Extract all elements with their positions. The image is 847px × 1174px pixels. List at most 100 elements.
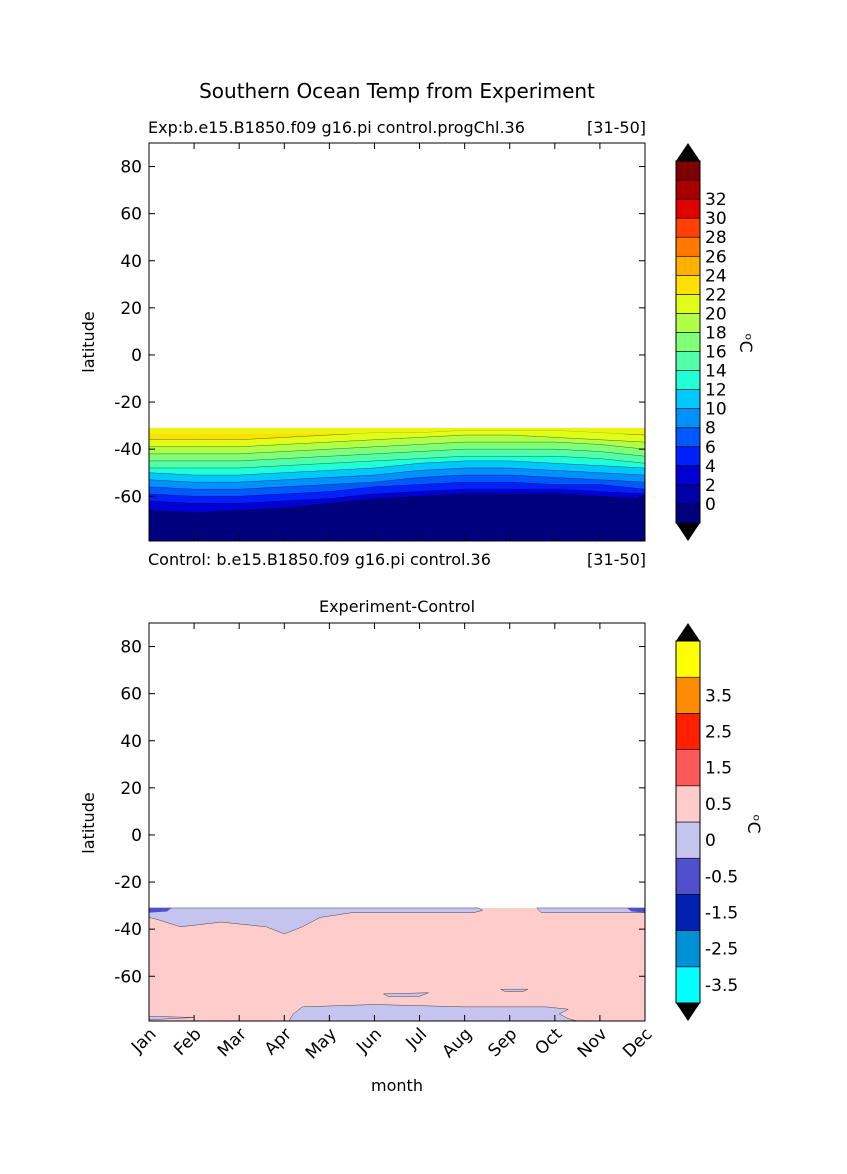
ytick-label: 20 [120, 779, 142, 799]
ytick-label: 0 [131, 346, 142, 366]
colorbar-swatch [675, 894, 701, 931]
colorbar-swatch [675, 503, 701, 524]
colorbar-swatch [675, 930, 701, 968]
ytick-label: -60 [114, 487, 142, 507]
xtick-label: Jul [402, 1024, 431, 1053]
contour-line [149, 474, 645, 490]
colorbar-swatch [675, 179, 701, 200]
colorbar-swatch [675, 446, 701, 467]
colorbar-swatch [675, 465, 701, 486]
contour-line [149, 456, 645, 469]
colorbar-swatch [675, 255, 701, 276]
xtick-label: Dec [619, 1024, 656, 1061]
ytick-label: -40 [114, 440, 142, 460]
panel2-title: Experiment-Control [319, 597, 475, 616]
contour-line [149, 434, 645, 447]
anomaly-region-strong [626, 907, 645, 913]
contour-line [149, 441, 645, 455]
colorbar-swatch [675, 236, 701, 257]
colorbar-swatch [675, 370, 701, 390]
xtick-label: Feb [170, 1024, 205, 1059]
colorbar-extend-top [676, 623, 700, 641]
colorbar-tick-label: 28 [705, 228, 727, 248]
panel1-footer-left: Control: b.e15.B1850.f09 g16.pi control.… [148, 550, 491, 569]
xtick-label: May [302, 1024, 341, 1063]
panel1-subtitle-left: Exp:b.e15.B1850.f09 g16.pi control.progC… [148, 118, 525, 137]
colorbar-tick-label: 16 [705, 343, 727, 363]
ytick-label: -60 [114, 967, 142, 987]
contour-line [149, 467, 645, 483]
xtick-label: Mar [214, 1024, 251, 1061]
colorbar-tick-label: 6 [705, 438, 716, 458]
ytick-label: 40 [120, 252, 142, 272]
colorbar-extend-bottom [676, 523, 700, 541]
panel1-subtitle-right: [31-50] [587, 118, 646, 137]
colorbar-tick-label: 2.5 [705, 723, 732, 743]
panel1-ylabel: latitude [79, 311, 98, 372]
colorbar-extend-top [676, 143, 700, 161]
colorbar-swatch [675, 217, 701, 238]
panel1-frame [148, 142, 646, 542]
colorbar-tick-label: 10 [705, 400, 727, 420]
colorbar-swatch [675, 313, 701, 333]
panel1-axes: 80 60 40 20 0 -20 -40 -60 [114, 143, 646, 541]
contour-line [149, 481, 645, 497]
ytick-label: -20 [114, 873, 142, 893]
colorbar-tick-label: -0.5 [705, 867, 738, 887]
colorbar-tick-label: 22 [705, 285, 727, 305]
colorbar-tick-label: 0.5 [705, 795, 732, 815]
colorbar-tick-label: -3.5 [705, 976, 738, 996]
colorbar-tick-label: 30 [705, 209, 727, 229]
panel2-ylabel: latitude [79, 792, 98, 853]
anomaly-region [149, 1016, 195, 1021]
colorbar-tick-label: 1.5 [705, 759, 732, 779]
panel2-xlabel: month [371, 1076, 423, 1095]
panel2-colorbar-label: ᵒC [743, 815, 763, 834]
colorbar-swatch [675, 821, 701, 859]
colorbar-tick-label: 32 [705, 190, 727, 210]
anomaly-region-strong [149, 907, 172, 913]
ytick-label: 40 [120, 732, 142, 752]
colorbar-tick-label: 26 [705, 247, 727, 267]
contour-line [149, 448, 645, 462]
contour-line [149, 493, 645, 513]
xtick-label: Oct [531, 1024, 566, 1059]
xtick-label: Apr [261, 1024, 296, 1059]
anomaly-region [149, 907, 484, 935]
panel2-colorbar: -3.5 -2.5 -1.5 -0.5 0 0.5 1.5 2.5 3.5 [675, 623, 738, 1021]
colorbar-swatch [675, 785, 701, 823]
colorbar-tick-label: -1.5 [705, 904, 738, 924]
panel2-frame [148, 622, 646, 1022]
xtick-label: Jun [352, 1024, 386, 1058]
colorbar-tick-label: 14 [705, 362, 727, 382]
xtick-label: Nov [574, 1024, 612, 1062]
panel2-plot-area [149, 907, 645, 1021]
panel1-plot-area [149, 427, 645, 541]
xtick-label: Aug [439, 1024, 477, 1062]
anomaly-region [536, 907, 645, 913]
panel1-colorbar-label: ᵒC [735, 334, 755, 353]
colorbar-extend-bottom [676, 1003, 700, 1021]
colorbar-tick-label: 24 [705, 266, 727, 286]
panel1-footer-right: [31-50] [587, 550, 646, 569]
ytick-label: -20 [114, 393, 142, 413]
colorbar-tick-label: -2.5 [705, 940, 738, 960]
colorbar-tick-label: 3.5 [705, 686, 732, 706]
contour-band-top [149, 427, 645, 434]
colorbar-swatch [675, 640, 701, 678]
contour-line [149, 488, 645, 504]
colorbar-tick-label: 8 [705, 419, 716, 439]
ytick-label: 80 [120, 638, 142, 658]
colorbar-tick-label: 18 [705, 323, 727, 343]
colorbar-swatch [675, 427, 701, 448]
colorbar-swatch [675, 351, 701, 371]
xtick-label: Jan [127, 1024, 160, 1057]
colorbar-swatch [675, 160, 701, 181]
anomaly-region [500, 988, 528, 992]
colorbar-swatch [675, 275, 701, 295]
colorbar-swatch [675, 408, 701, 429]
colorbar-frame [675, 640, 701, 1004]
colorbar-swatch [675, 294, 701, 314]
